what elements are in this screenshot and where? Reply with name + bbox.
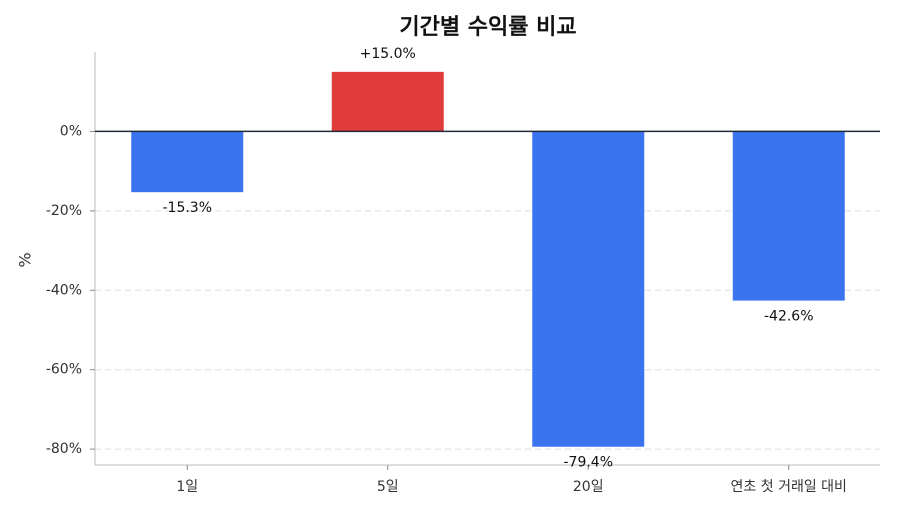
y-tick-label: -40% bbox=[46, 282, 82, 298]
value-label: -42.6% bbox=[764, 309, 814, 325]
bar bbox=[732, 131, 845, 301]
chart-title: 기간별 수익률 비교 bbox=[399, 15, 576, 40]
value-label: -79.4% bbox=[563, 455, 613, 471]
y-tick-label: 0% bbox=[60, 123, 82, 139]
x-tick-label: 5일 bbox=[377, 479, 399, 495]
y-axis-label: % bbox=[16, 252, 35, 267]
y-tick-label: -20% bbox=[46, 203, 82, 219]
bar bbox=[532, 131, 645, 447]
bar bbox=[331, 71, 444, 132]
y-tick-label: -80% bbox=[46, 441, 82, 457]
y-tick-label: -60% bbox=[46, 362, 82, 378]
value-label: +15.0% bbox=[360, 46, 416, 62]
bar bbox=[131, 131, 244, 193]
value-label: -15.3% bbox=[162, 200, 212, 216]
x-tick-label: 1일 bbox=[176, 479, 198, 495]
x-tick-label: 20일 bbox=[573, 479, 604, 495]
x-tick-label: 연초 첫 거래일 대비 bbox=[731, 479, 847, 495]
